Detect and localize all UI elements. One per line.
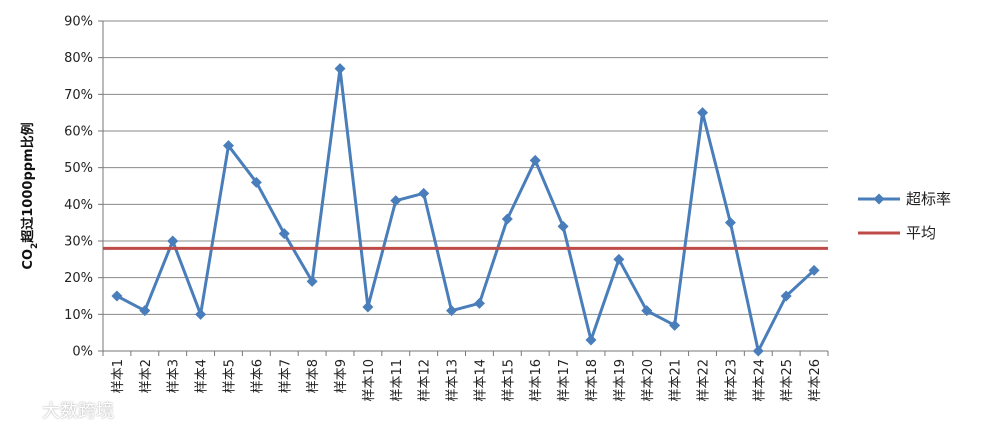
- data-point: [250, 176, 262, 188]
- x-tick-label: 样本5: [222, 359, 237, 393]
- y-tick-label: 30%: [64, 235, 93, 250]
- data-point: [641, 305, 653, 317]
- data-point: [222, 140, 234, 152]
- x-tick-label: 样本23: [724, 359, 739, 402]
- data-point: [697, 107, 709, 119]
- y-tick-labels: 0% 10% 20% 30% 40% 50% 60% 70% 80% 90%: [64, 15, 93, 360]
- x-tick-label: 样本20: [641, 359, 656, 402]
- data-point: [334, 63, 346, 75]
- data-point: [167, 235, 179, 247]
- x-tick-label: 样本22: [697, 359, 712, 402]
- y-tick-label: 50%: [64, 161, 93, 176]
- legend-item: 超标率: [858, 190, 951, 208]
- data-point: [362, 301, 374, 313]
- x-tick-label: 样本21: [669, 359, 684, 402]
- chat-bubble-logo-icon: [7, 400, 29, 422]
- series-layer: [103, 63, 828, 357]
- data-point: [557, 220, 569, 232]
- watermark-text: 大数跨境: [42, 401, 114, 422]
- legend-swatch-marker: [873, 193, 885, 205]
- x-tick-label: 样本13: [446, 359, 461, 402]
- x-tick-label: 样本2: [139, 359, 154, 393]
- data-point: [195, 308, 207, 320]
- x-tick-label: 样本11: [390, 359, 405, 402]
- y-tick-label: 80%: [64, 51, 93, 66]
- axes: [98, 20, 829, 356]
- y-tick-label: 70%: [64, 88, 93, 103]
- y-tick-label: 20%: [64, 271, 93, 286]
- x-tick-label: 样本3: [167, 359, 182, 393]
- data-point: [808, 264, 820, 276]
- y-tick-label: 40%: [64, 198, 93, 213]
- y-axis-title-text: CO2超过1000ppm比例: [20, 122, 40, 269]
- y-tick-label: 0%: [72, 345, 93, 360]
- x-tick-label: 样本6: [250, 359, 265, 393]
- data-point: [724, 217, 736, 229]
- x-tick-label: 样本17: [557, 359, 572, 402]
- data-point: [613, 253, 625, 265]
- data-point: [390, 195, 402, 207]
- x-tick-label: 样本19: [613, 359, 628, 402]
- data-point: [446, 305, 458, 317]
- data-point: [669, 319, 681, 331]
- x-tick-label: 样本8: [306, 359, 321, 393]
- data-point: [418, 187, 430, 199]
- y-tick-label: 90%: [64, 15, 93, 30]
- legend-item: 平均: [858, 224, 936, 242]
- x-tick-label: 样本7: [278, 359, 293, 393]
- y-tick-label: 60%: [64, 125, 93, 140]
- x-tick-label: 样本12: [418, 359, 433, 402]
- data-point: [111, 290, 123, 302]
- data-point: [501, 213, 513, 225]
- x-tick-label: 样本4: [195, 359, 210, 393]
- y-tick-label: 10%: [64, 308, 93, 323]
- data-point: [529, 154, 541, 166]
- data-point: [278, 228, 290, 240]
- x-tick-label: 样本9: [334, 359, 349, 393]
- x-tick-label: 样本15: [501, 359, 516, 402]
- y-axis-title: CO2超过1000ppm比例: [20, 122, 40, 269]
- x-tick-label: 样本25: [780, 359, 795, 402]
- legend-label: 平均: [906, 224, 936, 242]
- data-point: [473, 297, 485, 309]
- data-point: [752, 345, 764, 357]
- series-line: [116, 67, 816, 353]
- x-tick-label: 样本24: [752, 359, 767, 402]
- x-tick-label: 样本14: [473, 359, 488, 402]
- x-tick-label: 样本10: [362, 359, 377, 402]
- grid-lines: [103, 20, 828, 315]
- data-point: [780, 290, 792, 302]
- data-point: [306, 275, 318, 287]
- x-tick-label: 样本16: [529, 359, 544, 402]
- data-point: [139, 305, 151, 317]
- x-tick-label: 样本26: [808, 359, 823, 402]
- data-point: [585, 334, 597, 346]
- watermark: 大数跨境: [6, 397, 114, 423]
- x-tick-label: 样本1: [111, 359, 126, 393]
- x-tick-labels: 样本1 样本2 样本3 样本4 样本5 样本6 样本7 样本8 样本9 样本10 样本11 样本12 样…: [111, 359, 823, 402]
- series-rate: [111, 63, 820, 357]
- x-tick-label: 样本18: [585, 359, 600, 402]
- legend-label: 超标率: [906, 190, 951, 208]
